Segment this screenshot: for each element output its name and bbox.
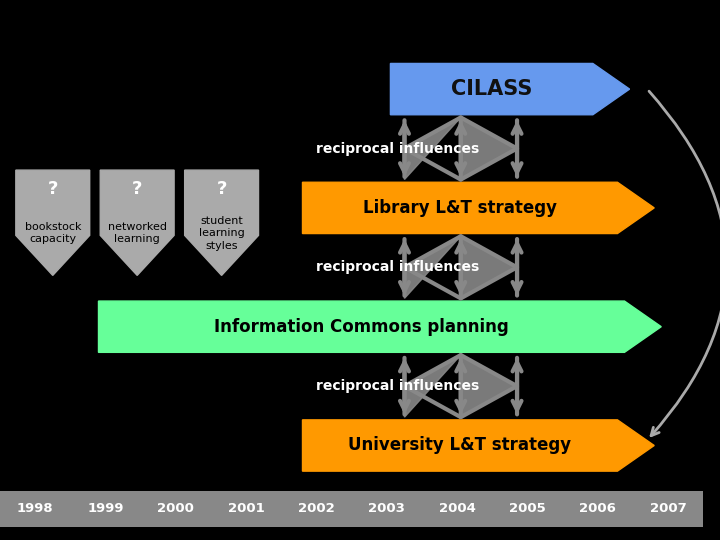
Text: 1998: 1998 [17, 502, 53, 516]
Text: University L&T strategy: University L&T strategy [348, 436, 572, 455]
Text: CILASS: CILASS [451, 79, 532, 99]
Text: reciprocal influences: reciprocal influences [316, 141, 479, 156]
Text: 2006: 2006 [580, 502, 616, 516]
Text: ?: ? [48, 180, 58, 198]
Polygon shape [390, 64, 629, 115]
Text: reciprocal influences: reciprocal influences [316, 260, 479, 274]
Polygon shape [405, 355, 461, 417]
Text: 2007: 2007 [650, 502, 687, 516]
Polygon shape [16, 170, 90, 275]
Text: 1999: 1999 [87, 502, 124, 516]
Text: 2003: 2003 [369, 502, 405, 516]
Polygon shape [99, 301, 661, 352]
Text: 2002: 2002 [298, 502, 335, 516]
Text: 2001: 2001 [228, 502, 264, 516]
Polygon shape [302, 420, 654, 471]
Polygon shape [405, 237, 461, 298]
Text: 2005: 2005 [509, 502, 546, 516]
Text: Information Commons planning: Information Commons planning [214, 318, 509, 336]
Polygon shape [405, 117, 461, 179]
Text: Library L&T strategy: Library L&T strategy [363, 199, 557, 217]
Text: reciprocal influences: reciprocal influences [316, 379, 479, 393]
Text: networked
learning: networked learning [108, 222, 166, 245]
FancyBboxPatch shape [0, 491, 703, 526]
Polygon shape [461, 355, 517, 417]
Text: ?: ? [217, 180, 227, 198]
Polygon shape [461, 237, 517, 298]
Polygon shape [302, 183, 654, 233]
Text: 2000: 2000 [158, 502, 194, 516]
Polygon shape [461, 117, 517, 179]
Polygon shape [184, 170, 258, 275]
Text: bookstock
capacity: bookstock capacity [24, 222, 81, 245]
Text: 2004: 2004 [438, 502, 476, 516]
Polygon shape [100, 170, 174, 275]
Text: student
learning
styles: student learning styles [199, 216, 245, 251]
Text: ?: ? [132, 180, 143, 198]
